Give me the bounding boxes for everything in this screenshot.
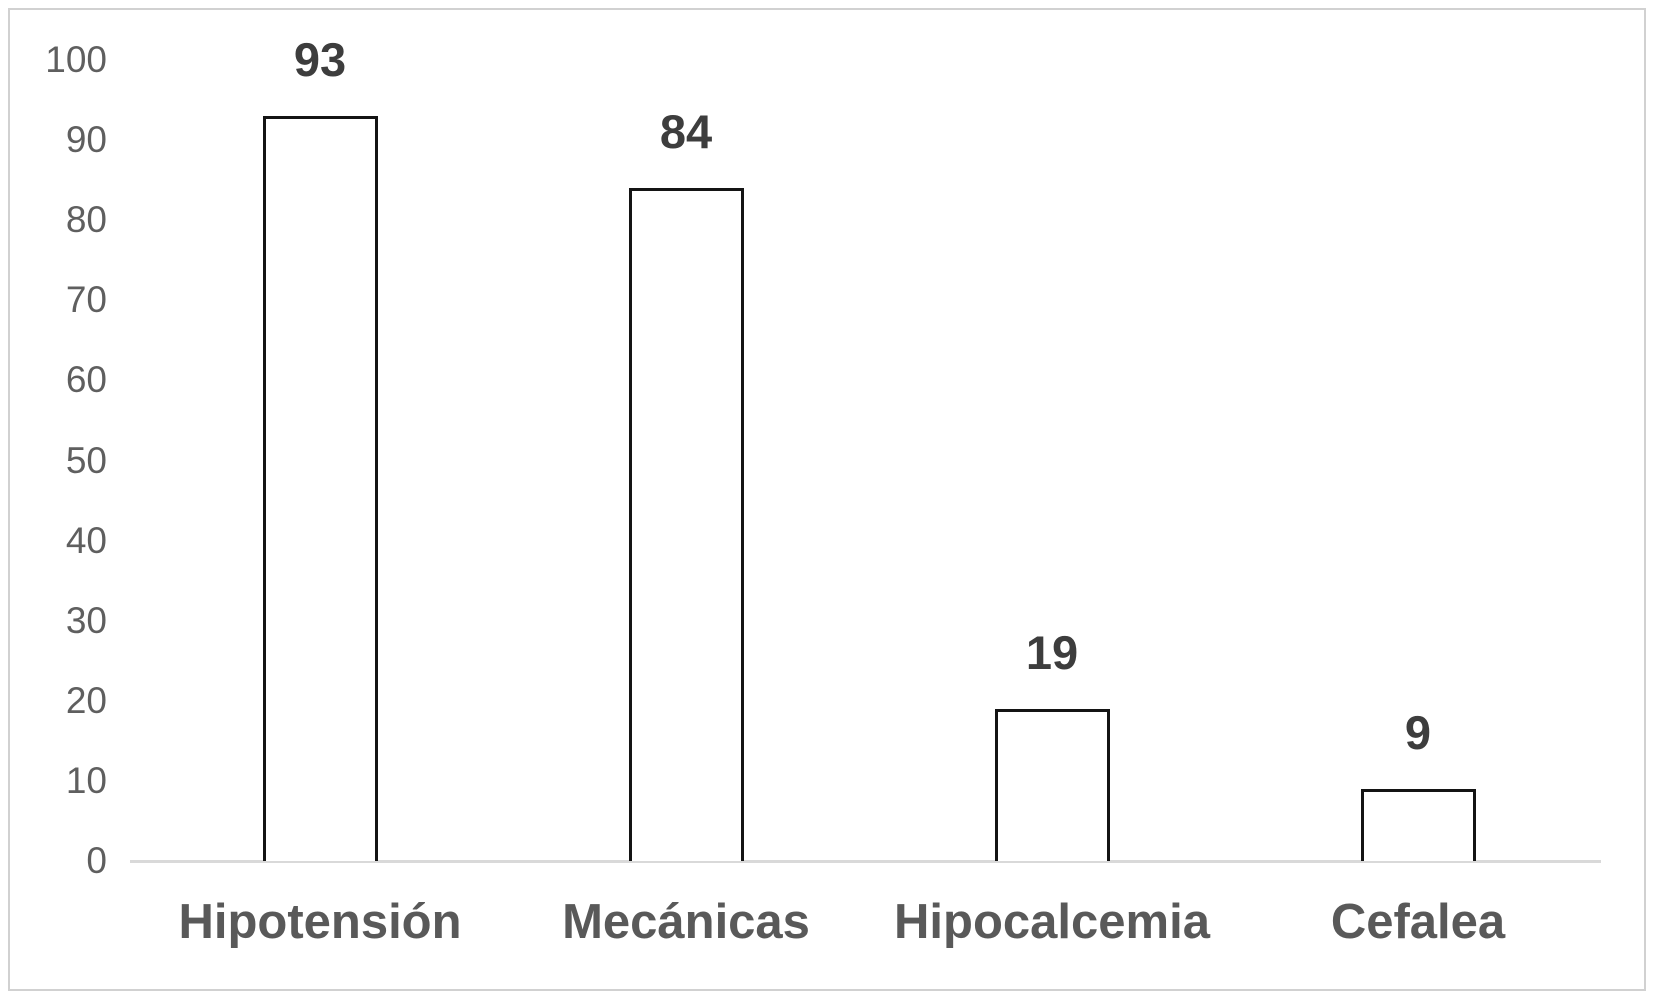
y-axis-tick-label: 60 [65, 359, 107, 401]
bar-value-label: 9 [1404, 705, 1432, 759]
category-label-mecánicas: Mecánicas [562, 895, 810, 949]
bar-mecánicas [628, 188, 744, 861]
y-axis-tick-label: 50 [65, 439, 107, 481]
bar-hipotensión [262, 116, 378, 861]
category-label-cefalea: Cefalea [1330, 895, 1506, 949]
category-label-hipocalcemia: Hipocalcemia [894, 895, 1210, 949]
y-axis-tick-label: 100 [45, 39, 107, 80]
x-axis-line [130, 860, 1601, 863]
y-axis-tick-label: 10 [65, 759, 107, 801]
y-axis-tick-label: 80 [65, 199, 107, 241]
bar-cefalea [1360, 788, 1476, 861]
y-axis-tick-label: 0 [86, 840, 107, 881]
y-axis-tick-label: 30 [65, 599, 107, 641]
y-axis-tick-label: 40 [65, 519, 107, 561]
bar-value-label: 84 [659, 105, 713, 159]
bar-value-label: 19 [1025, 625, 1079, 679]
bar-value-label: 93 [293, 33, 347, 87]
category-label-hipotensión: Hipotensión [178, 895, 462, 949]
y-axis-tick-label: 70 [65, 279, 107, 321]
y-axis-tick-label: 20 [65, 679, 107, 721]
y-axis-tick-label: 90 [65, 119, 107, 161]
bar-hipocalcemia [994, 708, 1110, 861]
